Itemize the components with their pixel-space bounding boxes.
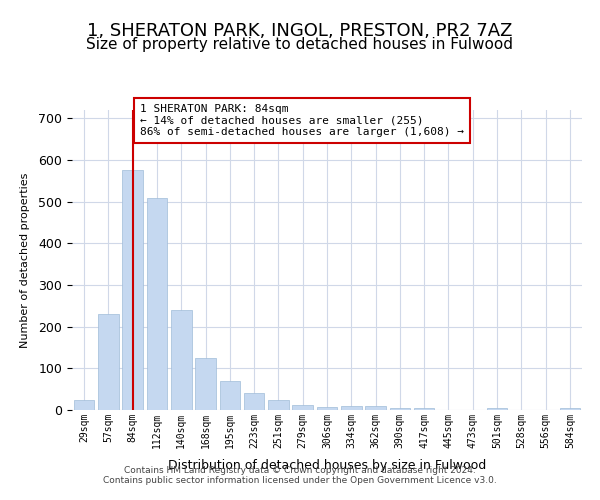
Bar xyxy=(341,406,362,410)
Bar xyxy=(365,406,386,410)
Bar xyxy=(414,408,434,410)
Bar xyxy=(317,406,337,410)
Bar xyxy=(560,408,580,410)
Bar xyxy=(292,404,313,410)
Text: Size of property relative to detached houses in Fulwood: Size of property relative to detached ho… xyxy=(86,38,514,52)
Bar xyxy=(268,400,289,410)
Bar xyxy=(195,358,216,410)
Bar xyxy=(122,170,143,410)
Bar xyxy=(74,400,94,410)
Text: 1, SHERATON PARK, INGOL, PRESTON, PR2 7AZ: 1, SHERATON PARK, INGOL, PRESTON, PR2 7A… xyxy=(88,22,512,40)
X-axis label: Distribution of detached houses by size in Fulwood: Distribution of detached houses by size … xyxy=(168,459,486,472)
Bar xyxy=(487,408,508,410)
Text: 1 SHERATON PARK: 84sqm
← 14% of detached houses are smaller (255)
86% of semi-de: 1 SHERATON PARK: 84sqm ← 14% of detached… xyxy=(140,104,464,137)
Bar xyxy=(244,394,265,410)
Bar xyxy=(146,198,167,410)
Bar xyxy=(389,408,410,410)
Y-axis label: Number of detached properties: Number of detached properties xyxy=(20,172,30,348)
Bar xyxy=(220,381,240,410)
Bar xyxy=(98,314,119,410)
Bar xyxy=(171,310,191,410)
Text: Contains HM Land Registry data © Crown copyright and database right 2024.
Contai: Contains HM Land Registry data © Crown c… xyxy=(103,466,497,485)
